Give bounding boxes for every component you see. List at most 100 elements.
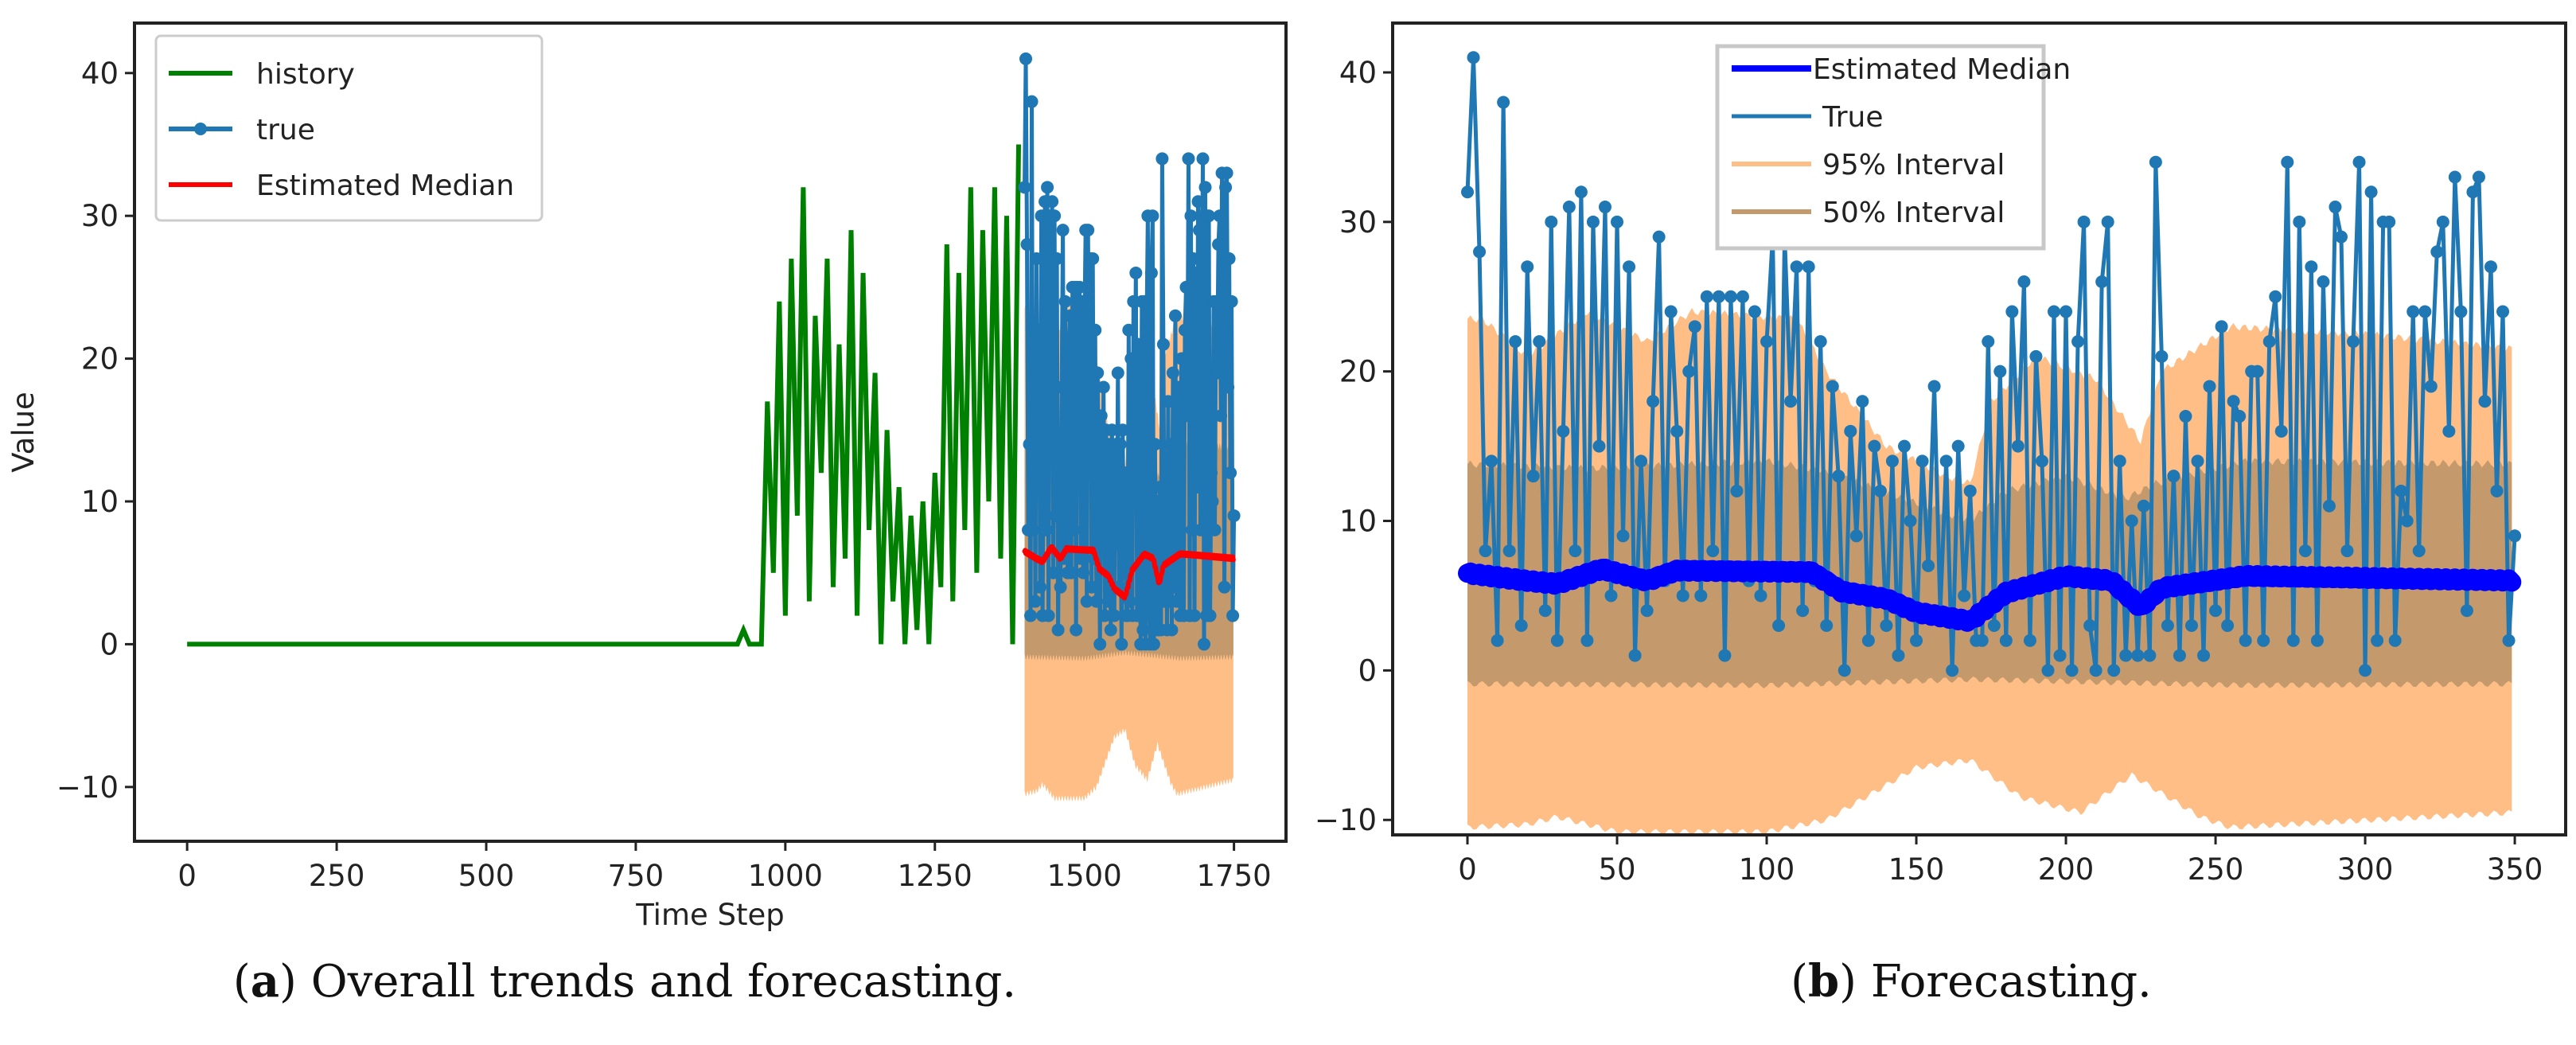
true-point: [1037, 409, 1050, 423]
true-point: [1640, 604, 1654, 618]
true-point: [1479, 544, 1492, 558]
true-point: [1116, 423, 1129, 437]
true-point: [1147, 638, 1160, 651]
true-point: [1975, 634, 1989, 647]
true-point: [1224, 466, 1237, 480]
true-point: [1910, 634, 1923, 647]
legend-box: [154, 34, 544, 222]
true-point: [1030, 252, 1043, 266]
true-point: [1946, 664, 1959, 677]
true-point: [1623, 260, 1636, 274]
true-point: [2371, 634, 2384, 647]
true-point: [1712, 290, 1725, 303]
true-point: [1031, 452, 1045, 466]
true-point: [1802, 260, 1815, 274]
true-point: [1868, 439, 1881, 453]
true-point: [1652, 230, 1666, 244]
true-point: [2071, 335, 2085, 349]
true-point: [1526, 470, 1540, 483]
x-tick-label: 50: [1598, 852, 1635, 887]
true-point: [1023, 438, 1036, 451]
y-tick-label: −10: [57, 770, 119, 805]
true-point: [2029, 349, 2043, 363]
true-point: [1706, 544, 1720, 558]
legend-box: [1715, 44, 2046, 251]
true-point: [2412, 544, 2426, 558]
true-point: [1982, 335, 1995, 349]
true-point: [1574, 185, 1588, 199]
true-point: [1557, 424, 1570, 438]
true-point: [1502, 544, 1516, 558]
true-point: [1676, 589, 1689, 602]
true-point: [1203, 609, 1217, 622]
true-point: [1155, 152, 1169, 166]
true-point: [2340, 544, 2354, 558]
true-point: [1098, 609, 1112, 622]
true-point: [2113, 454, 2126, 468]
true-point: [1473, 245, 1487, 259]
true-point: [2317, 275, 2330, 288]
true-point: [1168, 309, 1182, 322]
y-tick-label: −10: [1315, 803, 1377, 837]
true-point: [1051, 623, 1065, 637]
true-point: [1885, 454, 1899, 468]
true-point: [1029, 595, 1042, 608]
true-point: [1227, 509, 1241, 522]
true-point: [2496, 305, 2510, 318]
true-point: [1161, 395, 1175, 408]
true-point: [2442, 424, 2456, 438]
true-point: [1604, 589, 1618, 602]
true-point: [1132, 337, 1145, 351]
true-point: [1832, 470, 1845, 483]
true-point: [1873, 484, 1887, 497]
true-point: [1861, 634, 1875, 647]
true-point: [1063, 309, 1077, 322]
true-point: [2179, 410, 2192, 423]
true-point: [1206, 495, 1219, 509]
plot-area: [187, 52, 1241, 801]
true-point: [1020, 238, 1034, 252]
true-point: [1187, 609, 1201, 622]
true-point: [2508, 529, 2522, 543]
true-point: [1545, 215, 1558, 228]
true-point: [1175, 352, 1189, 365]
true-point: [2083, 619, 2097, 633]
true-point: [1993, 365, 2007, 378]
true-point: [1191, 195, 1205, 209]
true-point: [1072, 466, 1085, 480]
true-point: [2065, 664, 2079, 677]
true-point: [1218, 580, 1231, 594]
true-point: [1136, 623, 1150, 637]
true-point: [1514, 619, 1528, 633]
true-point: [1837, 664, 1851, 677]
true-point: [2347, 335, 2360, 349]
true-point: [1915, 454, 1929, 468]
true-point: [1856, 395, 1869, 408]
true-point: [1077, 566, 1090, 579]
true-point: [1189, 266, 1202, 279]
caption-b: (b) Forecasting.: [1791, 955, 2152, 1008]
true-point: [2286, 634, 2300, 647]
true-point: [1178, 323, 1191, 337]
true-point: [1042, 609, 1055, 622]
true-point: [1065, 566, 1078, 579]
true-point: [2173, 649, 2186, 662]
true-point: [1180, 409, 1194, 423]
x-tick-label: 0: [1458, 852, 1477, 887]
legend: history true Estimated Median: [154, 34, 544, 222]
true-point: [1111, 366, 1124, 380]
y-tick-label: 40: [81, 57, 119, 91]
true-point: [1151, 495, 1164, 509]
true-point: [1086, 252, 1100, 266]
true-point: [1724, 290, 1737, 303]
true-point: [1110, 537, 1124, 551]
axes-frame: [133, 21, 1288, 843]
true-point: [2293, 215, 2306, 228]
true-point: [1055, 380, 1069, 394]
true-point: [2269, 290, 2282, 303]
true-point: [2209, 604, 2223, 618]
true-point: [1118, 466, 1132, 480]
true-point: [1093, 638, 1107, 651]
true-point: [1611, 215, 1624, 228]
x-tick-label: 1000: [748, 859, 823, 893]
